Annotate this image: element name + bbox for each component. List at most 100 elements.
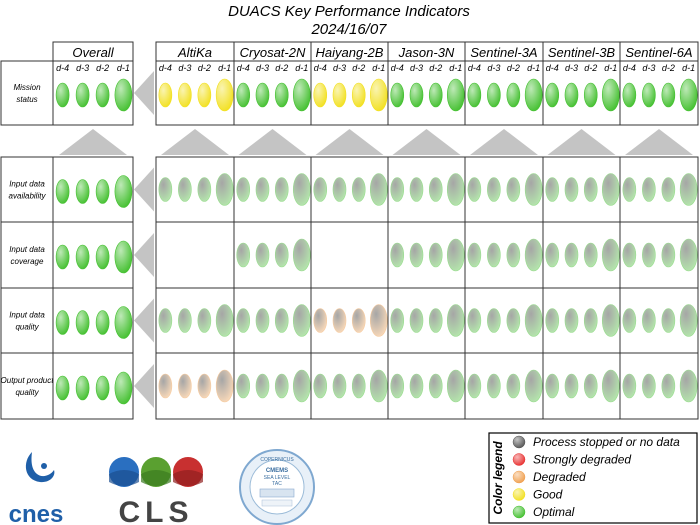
mission-cell [310, 221, 389, 289]
kpi-indicator-optimal [642, 242, 656, 268]
kpi-indicator-optimal [351, 373, 366, 399]
kpi-indicator-optimal [292, 173, 311, 206]
arrow-triangle [134, 233, 154, 277]
day-label: d-2 [96, 63, 109, 73]
kpi-indicator-optimal [390, 82, 405, 108]
legend-title: Color legend [491, 441, 505, 515]
day-label: d-4 [468, 63, 481, 73]
kpi-indicator-optimal [292, 369, 311, 403]
kpi-indicator-degraded [215, 369, 234, 403]
day-label: d-3 [487, 63, 500, 73]
kpi-indicator-optimal [178, 308, 192, 333]
kpi-indicator-optimal [197, 177, 212, 202]
mission-3-header-label: Jason-3N [398, 45, 455, 60]
kpi-indicator-optimal [292, 304, 311, 337]
kpi-indicator-optimal [274, 373, 289, 399]
kpi-indicator-optimal [487, 308, 501, 333]
arrow-triangle [134, 298, 154, 343]
day-label: d-2 [352, 63, 365, 73]
kpi-indicator-optimal [55, 310, 70, 335]
row-label-box [0, 287, 54, 354]
day-label: d-2 [662, 63, 675, 73]
kpi-indicator-optimal [446, 238, 465, 272]
kpi-indicator-optimal [601, 369, 620, 403]
kpi-indicator-optimal [642, 177, 656, 202]
day-label: d-1 [682, 63, 695, 73]
cmems-sea-level-tac-logo: COPERNICUS CMEMS SEA LEVEL TAC [239, 449, 315, 525]
day-label: d-3 [565, 63, 578, 73]
cmems-top-text: COPERNICUS [260, 457, 294, 463]
page-title: DUACS Key Performance Indicators [228, 3, 470, 20]
kpi-indicator-optimal [601, 238, 620, 272]
mission-0-header-label: AltiKa [177, 45, 212, 60]
kpi-indicator-optimal [642, 373, 656, 399]
row-label: availability [9, 192, 47, 201]
arrow-triangle [547, 129, 616, 155]
row-label: Input data [9, 311, 45, 320]
kpi-indicator-optimal [467, 82, 482, 108]
kpi-indicator-optimal [446, 369, 465, 403]
kpi-indicator-optimal [178, 177, 192, 202]
kpi-indicator-optimal [255, 177, 270, 202]
kpi-indicator-optimal [236, 373, 251, 399]
kpi-indicator-optimal [467, 308, 482, 333]
kpi-indicator-optimal [545, 373, 560, 399]
kpi-indicator-optimal [564, 177, 579, 202]
kpi-indicator-optimal [545, 308, 560, 333]
kpi-indicator-optimal [622, 82, 637, 108]
kpi-indicator-optimal [215, 173, 234, 206]
kpi-indicator-good [158, 82, 173, 108]
kpi-indicator-optimal [332, 177, 347, 202]
kpi-indicator-degraded [332, 308, 347, 333]
kpi-indicator-optimal [114, 240, 133, 274]
kpi-indicator-optimal [114, 306, 133, 339]
row-label-box [0, 352, 54, 420]
kpi-indicator-optimal [428, 308, 443, 333]
legend-swatch-strongly_degraded [512, 453, 526, 466]
kpi-indicator-optimal [292, 78, 311, 112]
kpi-indicator-optimal [55, 375, 70, 401]
kpi-indicator-optimal [545, 82, 560, 108]
row-label-box [0, 156, 54, 223]
kpi-indicator-optimal [428, 177, 443, 202]
kpi-indicator-optimal [236, 242, 251, 268]
kpi-indicator-optimal [622, 177, 637, 202]
cnes-logo: cnes [9, 452, 63, 525]
kpi-indicator-optimal [409, 242, 424, 268]
day-label: d-1 [527, 63, 540, 73]
kpi-indicator-optimal [583, 82, 598, 108]
kpi-indicator-optimal [661, 82, 676, 108]
kpi-indicator-good [332, 82, 347, 108]
kpi-indicator-optimal [446, 304, 465, 337]
row-label-box [0, 221, 54, 289]
kpi-indicator-optimal [506, 308, 521, 333]
kpi-indicator-optimal [601, 78, 620, 112]
day-label: d-4 [237, 63, 250, 73]
day-label: d-4 [391, 63, 404, 73]
day-label: d-4 [546, 63, 559, 73]
row-label: Output product [1, 376, 55, 385]
kpi-indicator-optimal [255, 308, 270, 333]
kpi-indicator-degraded [369, 304, 388, 337]
kpi-indicator-degraded [197, 373, 212, 399]
day-label: d-2 [429, 63, 442, 73]
kpi-indicator-optimal [524, 304, 543, 337]
kpi-indicator-optimal [409, 177, 424, 202]
kpi-indicator-optimal [661, 242, 676, 268]
kpi-indicator-optimal [583, 373, 598, 399]
day-label: d-2 [198, 63, 211, 73]
kpi-indicator-good [351, 82, 366, 108]
kpi-indicator-optimal [75, 82, 90, 108]
cls-logo: CLS [109, 457, 203, 525]
kpi-indicator-optimal [158, 177, 173, 202]
day-label: d-3 [76, 63, 89, 73]
kpi-indicator-optimal [274, 242, 289, 268]
color-legend: Color legend Process stopped or no data S… [488, 432, 698, 524]
kpi-indicator-optimal [95, 310, 110, 335]
kpi-indicator-optimal [601, 304, 620, 337]
kpi-indicator-optimal [467, 373, 482, 399]
day-label: d-3 [333, 63, 346, 73]
day-label: d-2 [275, 63, 288, 73]
kpi-indicator-optimal [506, 373, 521, 399]
